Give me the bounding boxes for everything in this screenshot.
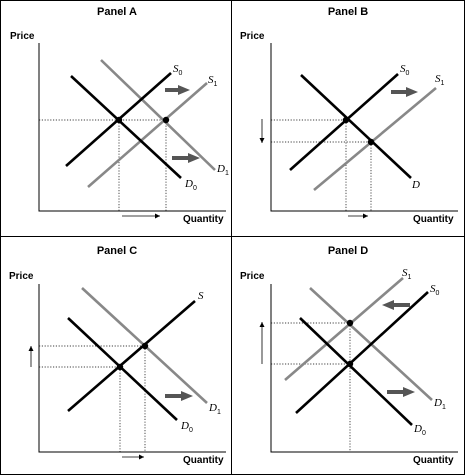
supply-label-s1: S1 <box>208 74 218 88</box>
x-axis-label: Quantity <box>413 214 454 225</box>
demand-curve-d0 <box>67 317 178 421</box>
demand-label-d1: D1 <box>433 397 446 411</box>
panel-title: Panel B <box>328 6 368 18</box>
demand-curve-d0 <box>70 75 182 179</box>
demand-curve-d1 <box>100 59 216 171</box>
equilibrium-point-new <box>162 116 170 124</box>
x-axis-label: Quantity <box>183 214 224 225</box>
demand-curve-d0 <box>299 317 413 426</box>
supply-label-s0: S0 <box>430 283 440 297</box>
axes <box>38 284 226 453</box>
equilibrium-point-new <box>367 138 375 146</box>
supply-curve-s1 <box>313 87 437 191</box>
x-axis-label: Quantity <box>183 455 224 466</box>
supply-curve-s1 <box>87 82 208 188</box>
supply-shift-arrow <box>391 87 418 97</box>
demand-label-d0: D0 <box>180 420 193 434</box>
equilibrium-point-new <box>141 342 149 350</box>
panel-title: Panel D <box>328 245 368 257</box>
demand-label-d0: D0 <box>184 178 197 192</box>
supply-curve-s <box>67 300 196 412</box>
supply-label-s1: S1 <box>402 267 412 281</box>
demand-shift-arrow <box>387 387 415 397</box>
demand-label-d: D <box>411 179 420 191</box>
panel-d-frame <box>231 236 465 475</box>
supply-curve-s1 <box>284 277 404 381</box>
panel-d: Panel D Price Quantity S1 S0 D1 D0 <box>240 245 458 466</box>
y-axis-label: Price <box>240 31 265 42</box>
panel-a: Panel A Price Quantity S0 S1 D0 D1 <box>10 6 229 225</box>
equilibrium-point-new <box>346 319 354 327</box>
y-axis-label: Price <box>10 31 35 42</box>
panel-c: Panel C Price Quantity S D0 D1 <box>9 245 226 466</box>
equilibrium-point-initial <box>115 116 123 124</box>
demand-label-d0: D0 <box>413 423 426 437</box>
axes <box>38 43 226 212</box>
panel-c-frame <box>0 236 232 475</box>
supply-label-s: S <box>198 290 204 302</box>
supply-label-s0: S0 <box>400 63 410 77</box>
panel-title: Panel C <box>97 245 137 257</box>
supply-shift-arrow <box>382 300 410 310</box>
y-axis-label: Price <box>9 271 34 282</box>
panel-title: Panel A <box>97 6 137 18</box>
panel-b: Panel B Price Quantity S0 S1 D <box>240 6 458 225</box>
supply-curve-s0 <box>295 291 429 414</box>
axes <box>270 43 458 212</box>
equilibrium-point-initial <box>342 116 350 124</box>
demand-shift-arrow <box>172 153 200 163</box>
demand-label-d1: D1 <box>216 163 229 177</box>
supply-label-s0: S0 <box>173 63 183 77</box>
supply-label-s1: S1 <box>435 73 445 87</box>
demand-label-d1: D1 <box>208 402 221 416</box>
supply-shift-arrow <box>165 85 190 95</box>
x-axis-label: Quantity <box>413 455 454 466</box>
y-axis-label: Price <box>240 271 265 282</box>
equilibrium-point-initial <box>346 360 354 368</box>
axes <box>270 284 458 453</box>
equilibrium-point-initial <box>116 363 124 371</box>
demand-curve-d <box>300 74 412 179</box>
demand-shift-arrow <box>165 391 193 401</box>
